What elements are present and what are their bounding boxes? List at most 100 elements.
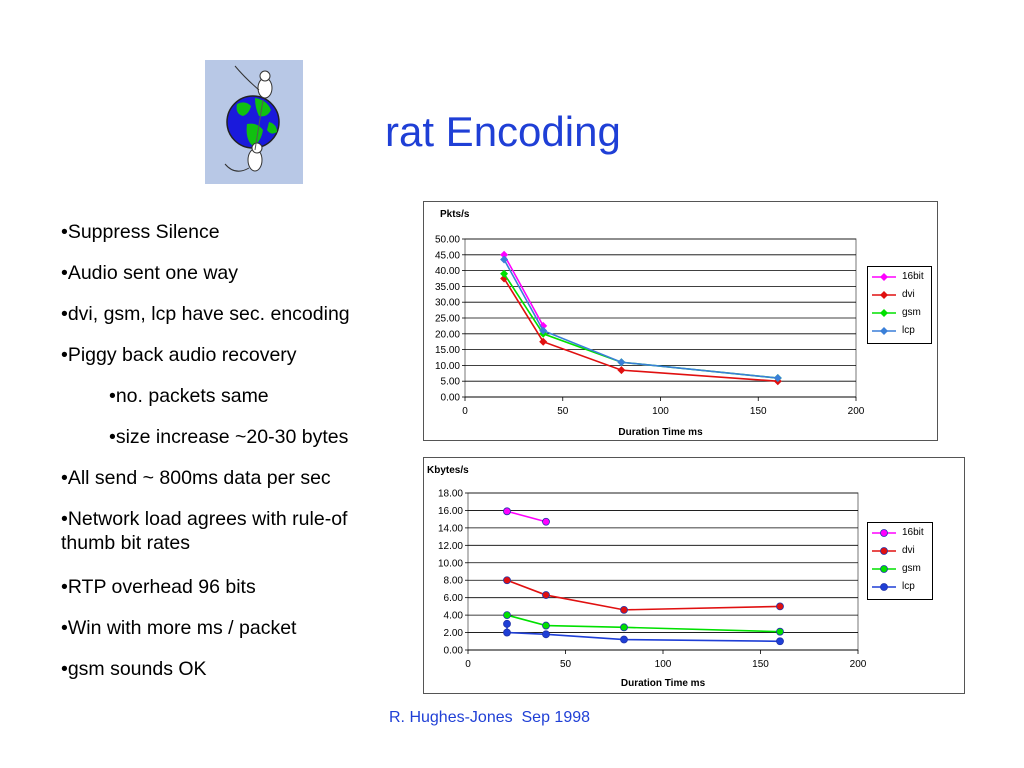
data-point [776, 602, 784, 611]
series-line [503, 259, 778, 379]
data-point [500, 255, 509, 264]
data-point [620, 623, 628, 632]
x-tick-label: 200 [850, 659, 867, 670]
y-tick-label: 2.00 [444, 628, 464, 639]
bullet-item: •All send ~ 800ms data per sec [61, 467, 331, 489]
data-point [503, 619, 511, 628]
y-tick-label: 40.00 [435, 266, 460, 277]
x-tick-label: 0 [462, 406, 468, 417]
series-line [503, 278, 778, 382]
data-point [620, 635, 628, 644]
bullet-item: •Suppress Silence [61, 221, 220, 243]
legend-label: 16bit [902, 271, 924, 282]
series-line [506, 579, 781, 611]
data-point [773, 374, 782, 383]
x-tick-label: 100 [652, 406, 669, 417]
legend-swatch [872, 583, 896, 591]
x-tick-label: 150 [752, 659, 769, 670]
y-tick-label: 45.00 [435, 250, 460, 261]
globe-with-mice-icon [205, 60, 303, 184]
pkts-chart: Pkts/s 0.00 5.00 10.00 15.00 20.00 25.00 30.00 3… [423, 201, 938, 441]
x-tick-label: 200 [848, 406, 865, 417]
x-tick-label: 0 [465, 659, 471, 670]
bullet-item: •Network load agrees with rule-of thumb … [61, 508, 348, 554]
sub-bullet-item: •size increase ~20-30 bytes [109, 426, 349, 448]
slide-title: rat Encoding [385, 108, 621, 155]
y-tick-label: 25.00 [435, 314, 460, 325]
footer-credit: R. Hughes-Jones Sep 1998 [389, 709, 591, 726]
series-lcp [500, 255, 782, 383]
legend-swatch [872, 291, 896, 299]
legend-label: gsm [902, 307, 921, 318]
globe-logo [205, 60, 303, 184]
data-point [539, 337, 548, 346]
bullet-item: •gsm sounds OK [61, 658, 207, 680]
legend-label: gsm [902, 563, 921, 574]
legend-swatch [872, 529, 896, 537]
data-point [503, 576, 511, 585]
y-tick-label: 16.00 [438, 506, 463, 517]
x-tick-label: 50 [560, 659, 572, 670]
legend-label: dvi [902, 289, 915, 300]
y-tick-label: 5.00 [441, 377, 461, 388]
series-line [503, 254, 544, 327]
data-point [542, 621, 550, 630]
series-gsm [503, 611, 784, 636]
y-tick-label: 0.00 [444, 646, 464, 657]
x-axis-label: Duration Time ms [621, 678, 706, 689]
legend-marker [880, 273, 888, 281]
series-lcp [503, 619, 784, 646]
data-point [500, 274, 509, 283]
legend-swatch [872, 327, 896, 335]
series-line [506, 614, 781, 633]
x-tick-label: 150 [750, 406, 767, 417]
data-point [503, 611, 511, 620]
y-tick-label: 50.00 [435, 235, 460, 246]
legend-marker [880, 547, 888, 555]
data-point [776, 627, 784, 636]
x-tick-label: 100 [655, 659, 672, 670]
bullet-item: •Win with more ms / packet [61, 617, 297, 639]
series-line [506, 510, 547, 523]
y-tick-label: 18.00 [438, 489, 463, 500]
legend-swatch [872, 273, 896, 281]
data-point [542, 630, 550, 639]
legend-swatch [872, 309, 896, 317]
y-tick-label: 30.00 [435, 298, 460, 309]
chart-svg: Pkts/s 0.00 5.00 10.00 15.00 20.00 25.00 30.00 3… [435, 209, 865, 438]
x-tick-label: 50 [557, 406, 569, 417]
data-point [542, 591, 550, 599]
chart-legend: 16bit dvi gsm lcp [867, 266, 932, 344]
y-tick-label: 12.00 [438, 541, 463, 552]
data-point [500, 269, 509, 278]
legend-marker [880, 529, 888, 537]
data-point [617, 358, 626, 367]
y-tick-label: 15.00 [435, 345, 460, 356]
data-point [500, 250, 509, 259]
series-16bit [503, 507, 550, 526]
legend-label: 16bit [902, 527, 924, 538]
y-tick-label: 14.00 [438, 523, 463, 534]
legend-marker [880, 309, 888, 317]
y-tick-label: 6.00 [444, 593, 464, 604]
y-tick-label: 20.00 [435, 329, 460, 340]
chart-legend: 16bit dvi gsm lcp [867, 522, 933, 600]
data-point [503, 628, 511, 637]
legend-label: lcp [902, 581, 915, 592]
bullet-item: •Audio sent one way [61, 262, 239, 284]
bullet-item: •Piggy back audio recovery [61, 344, 297, 366]
legend-marker [880, 291, 888, 299]
data-point [776, 637, 784, 646]
y-tick-label: 4.00 [444, 611, 464, 622]
legend-marker [880, 583, 888, 591]
series-dvi [503, 576, 784, 614]
y-tick-label: 10.00 [435, 361, 460, 372]
legend-label: dvi [902, 545, 915, 556]
chart-title: Kbytes/s [427, 465, 469, 476]
legend-marker [880, 327, 888, 335]
data-point [539, 326, 548, 335]
plot-area [467, 492, 859, 651]
data-point [503, 507, 511, 516]
data-point [617, 366, 626, 375]
bullet-item: •dvi, gsm, lcp have sec. encoding [61, 303, 350, 325]
